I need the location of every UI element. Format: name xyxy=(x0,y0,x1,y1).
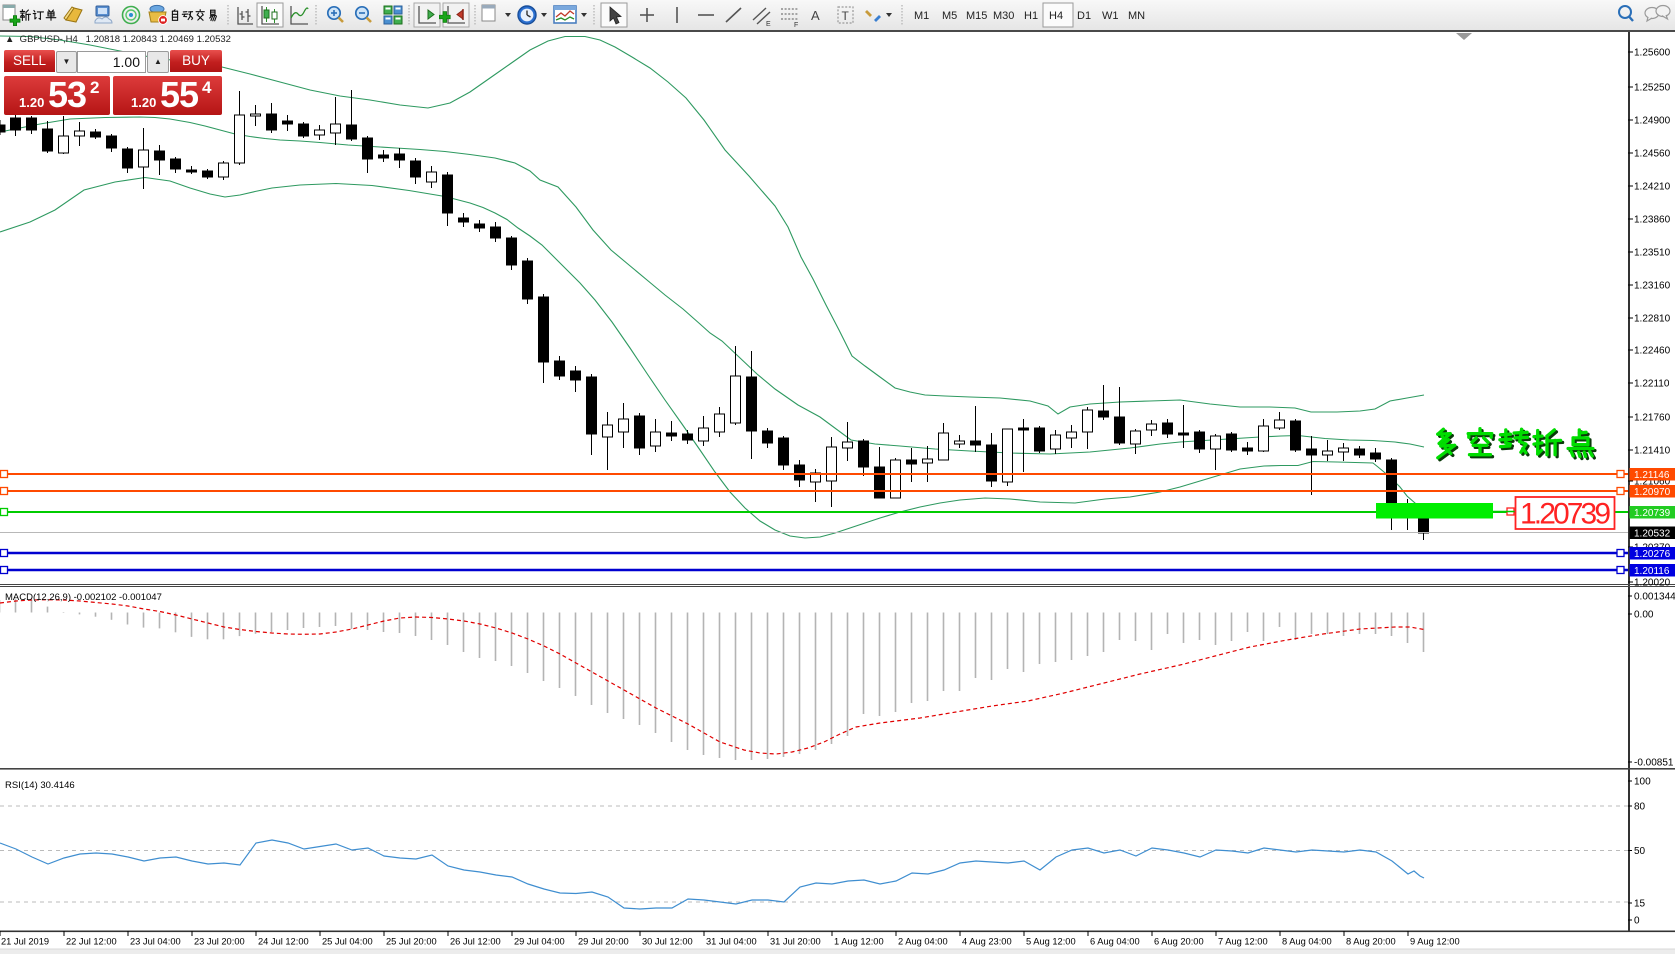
svg-text:1 Aug 12:00: 1 Aug 12:00 xyxy=(834,937,884,947)
svg-text:1.20116: 1.20116 xyxy=(1634,566,1670,577)
svg-text:21 Jul 2019: 21 Jul 2019 xyxy=(1,937,49,947)
svg-text:1.21146: 1.21146 xyxy=(1634,470,1670,481)
svg-text:1.20532: 1.20532 xyxy=(1634,528,1671,539)
svg-text:31 Jul 04:00: 31 Jul 04:00 xyxy=(706,937,757,947)
svg-text:W1: W1 xyxy=(1102,10,1119,22)
svg-text:-0.00851: -0.00851 xyxy=(1634,758,1674,769)
svg-text:A: A xyxy=(811,8,820,23)
svg-text:1.24560: 1.24560 xyxy=(1634,149,1671,160)
svg-text:1.21760: 1.21760 xyxy=(1634,413,1671,424)
svg-text:H1: H1 xyxy=(1024,10,1038,22)
svg-text:M1: M1 xyxy=(914,10,929,22)
svg-text:31 Jul 20:00: 31 Jul 20:00 xyxy=(770,937,821,947)
svg-text:50: 50 xyxy=(1634,846,1646,857)
svg-text:MACD(12,26,9) -0.002102 -0.001: MACD(12,26,9) -0.002102 -0.001047 xyxy=(5,592,162,603)
svg-text:1.23160: 1.23160 xyxy=(1634,281,1671,292)
svg-text:T: T xyxy=(842,9,850,23)
svg-text:0.001344: 0.001344 xyxy=(1634,592,1675,603)
svg-text:29 Jul 04:00: 29 Jul 04:00 xyxy=(514,937,565,947)
svg-text:8 Aug 20:00: 8 Aug 20:00 xyxy=(1346,937,1396,947)
svg-text:1.23860: 1.23860 xyxy=(1634,215,1671,226)
svg-text:7 Aug 12:00: 7 Aug 12:00 xyxy=(1218,937,1268,947)
svg-text:1.25600: 1.25600 xyxy=(1634,48,1671,59)
svg-text:M5: M5 xyxy=(942,10,957,22)
svg-text:1.22460: 1.22460 xyxy=(1634,346,1671,357)
svg-text:0.00: 0.00 xyxy=(1634,610,1654,621)
svg-text:H4: H4 xyxy=(1049,10,1063,22)
svg-text:1.21410: 1.21410 xyxy=(1634,446,1671,457)
svg-text:23 Jul 20:00: 23 Jul 20:00 xyxy=(194,937,245,947)
svg-text:23 Jul 04:00: 23 Jul 04:00 xyxy=(130,937,181,947)
svg-text:1.22110: 1.22110 xyxy=(1634,379,1670,390)
svg-text:0: 0 xyxy=(1634,916,1640,927)
svg-text:2 Aug 04:00: 2 Aug 04:00 xyxy=(898,937,948,947)
svg-text:4 Aug 23:00: 4 Aug 23:00 xyxy=(962,937,1012,947)
svg-text:E: E xyxy=(766,21,771,28)
svg-text:5 Aug 12:00: 5 Aug 12:00 xyxy=(1026,937,1076,947)
svg-text:1.22810: 1.22810 xyxy=(1634,314,1671,325)
svg-text:26 Jul 12:00: 26 Jul 12:00 xyxy=(450,937,501,947)
svg-text:1.20276: 1.20276 xyxy=(1634,549,1671,560)
svg-text:8 Aug 04:00: 8 Aug 04:00 xyxy=(1282,937,1332,947)
svg-text:30 Jul 12:00: 30 Jul 12:00 xyxy=(642,937,693,947)
svg-text:M30: M30 xyxy=(993,10,1014,22)
svg-text:15: 15 xyxy=(1634,899,1646,910)
svg-text:29 Jul 20:00: 29 Jul 20:00 xyxy=(578,937,629,947)
svg-text:1.21060: 1.21060 xyxy=(1634,477,1671,488)
svg-text:1.20739: 1.20739 xyxy=(1520,498,1611,531)
svg-text:22 Jul 12:00: 22 Jul 12:00 xyxy=(66,937,117,947)
svg-text:RSI(14) 30.4146: RSI(14) 30.4146 xyxy=(5,780,75,791)
svg-text:MN: MN xyxy=(1128,10,1145,22)
svg-text:D1: D1 xyxy=(1077,10,1091,22)
svg-text:100: 100 xyxy=(1634,777,1651,788)
svg-text:6 Aug 20:00: 6 Aug 20:00 xyxy=(1154,937,1204,947)
svg-text:M15: M15 xyxy=(966,10,987,22)
svg-text:1.23510: 1.23510 xyxy=(1634,248,1671,259)
svg-text:F: F xyxy=(794,22,798,29)
svg-text:25 Jul 20:00: 25 Jul 20:00 xyxy=(386,937,437,947)
svg-text:1.25250: 1.25250 xyxy=(1634,83,1671,94)
svg-text:1.24210: 1.24210 xyxy=(1634,182,1671,193)
svg-text:24 Jul 12:00: 24 Jul 12:00 xyxy=(258,937,309,947)
svg-text:1.20739: 1.20739 xyxy=(1634,508,1671,519)
svg-text:1.20020: 1.20020 xyxy=(1634,578,1671,589)
svg-text:80: 80 xyxy=(1634,802,1646,813)
svg-text:25 Jul 04:00: 25 Jul 04:00 xyxy=(322,937,373,947)
svg-text:6 Aug 04:00: 6 Aug 04:00 xyxy=(1090,937,1140,947)
svg-text:1.20970: 1.20970 xyxy=(1634,487,1671,498)
svg-text:9 Aug 12:00: 9 Aug 12:00 xyxy=(1410,937,1460,947)
svg-text:1.24900: 1.24900 xyxy=(1634,116,1671,127)
